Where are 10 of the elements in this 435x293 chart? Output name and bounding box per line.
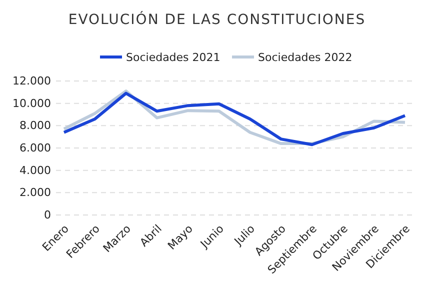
legend-label: Sociedades 2021 <box>126 51 220 64</box>
y-tick-label: 8.000 <box>20 119 51 132</box>
y-tick-label: 4.000 <box>20 164 51 177</box>
chart-title: EVOLUCIÓN DE LAS CONSTITUCIONES <box>68 11 366 28</box>
y-tick-label: 12.000 <box>12 74 51 88</box>
y-tick-label: 2.000 <box>20 186 51 200</box>
y-tick-label: 0 <box>44 208 51 222</box>
y-tick-label: 6.000 <box>20 142 51 155</box>
y-tick-label: 10.000 <box>12 96 51 110</box>
legend-label: Sociedades 2022 <box>258 51 352 64</box>
